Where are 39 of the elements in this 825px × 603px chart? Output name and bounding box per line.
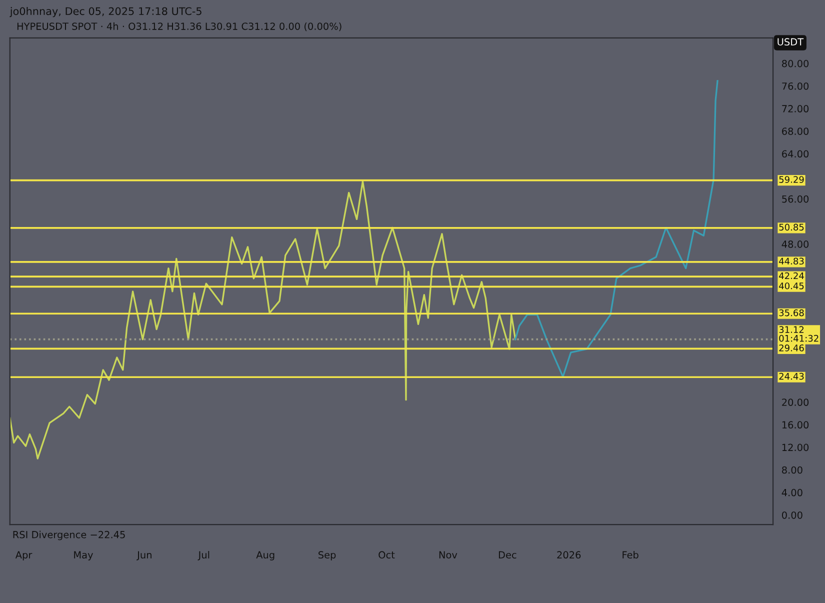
x-tick-label: 2026 — [557, 551, 581, 559]
ref-line-label: 44.83 — [779, 258, 804, 265]
ref-line-label: 31.12 01:41:32 — [779, 326, 818, 342]
y-tick-label: 4.00 — [782, 488, 802, 496]
y-tick-label: 12.00 — [782, 444, 809, 452]
x-tick-label: Apr — [15, 551, 32, 560]
y-tick-label: 80.00 — [782, 60, 809, 68]
x-tick-label: Aug — [256, 551, 274, 560]
x-tick-label: Dec — [498, 551, 516, 559]
line-series — [514, 80, 718, 378]
ref-line-label: 40.45 — [779, 282, 804, 290]
x-tick-label: Jul — [198, 551, 210, 560]
ref-line-label: 50.85 — [779, 224, 804, 231]
y-tick-label: 8.00 — [782, 466, 802, 474]
y-tick-label: 76.00 — [782, 82, 809, 90]
y-tick-label: 48.00 — [782, 240, 809, 248]
x-tick-label: May — [74, 551, 93, 560]
ref-line-label: 29.46 — [779, 344, 804, 352]
x-tick-label: Nov — [439, 551, 458, 559]
ref-line-label: 24.43 — [779, 372, 804, 380]
ref-line-label: 59.29 — [779, 176, 804, 183]
chart-title: jo0hnnay, Dec 05, 2025 17:18 UTC-5 — [10, 7, 202, 18]
y-tick-label: 64.00 — [782, 150, 809, 158]
x-tick-label: Jun — [136, 551, 152, 560]
x-tick-label: Feb — [622, 551, 638, 559]
text: RSI Divergence −22.45 — [13, 530, 125, 540]
y-tick-label: 56.00 — [782, 195, 809, 203]
x-tick-label: Oct — [378, 551, 395, 559]
y-tick-label: 20.00 — [782, 398, 809, 406]
y-tick-label: 72.00 — [782, 105, 809, 112]
x-tick-label: Sep — [318, 551, 336, 560]
chart-subtitle: HYPEUSDT SPOT · 4h · O31.12 H31.36 L30.91 C31.12 0.00 (0.00%) — [17, 22, 342, 32]
y-tick-label: 68.00 — [782, 128, 809, 135]
ref-line-label: 35.68 — [779, 309, 804, 316]
y-tick-label: 16.00 — [782, 421, 809, 429]
y-axis-title: USDT — [778, 38, 804, 46]
line-series — [10, 180, 516, 460]
y-tick-label: 0.00 — [782, 511, 802, 519]
ref-line-label: 42.24 — [779, 272, 804, 280]
